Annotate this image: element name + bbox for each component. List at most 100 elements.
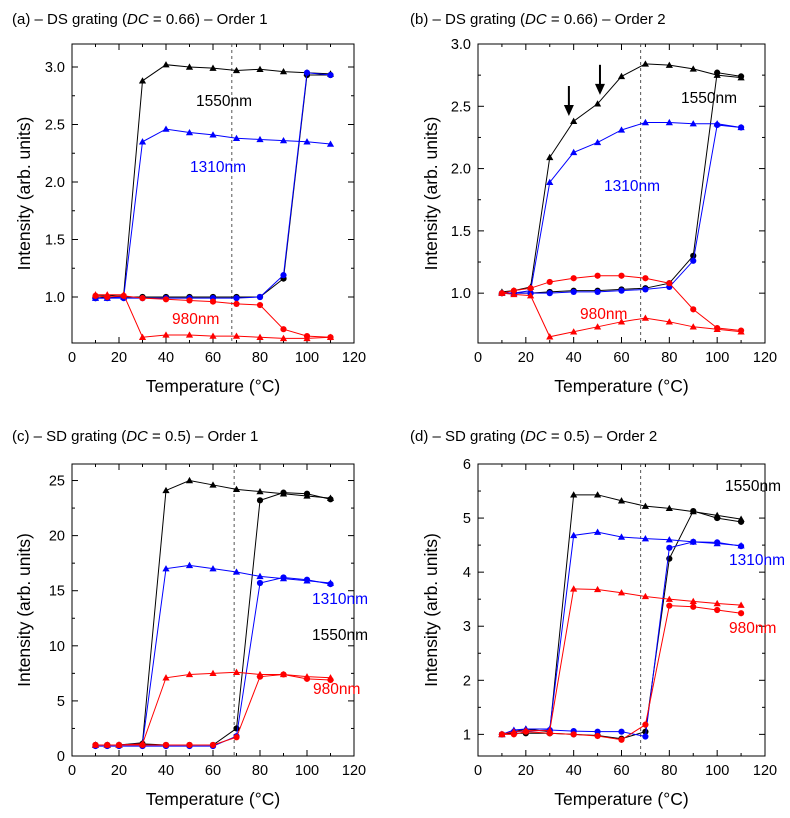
circle-marker [618,736,625,743]
circle-marker [594,732,601,740]
y-axis-label: Intensity (arb. units) [421,117,441,271]
triangle-marker [256,572,264,580]
triangle-marker [546,153,554,161]
y-tick-label: 3.0 [451,37,471,53]
circle-marker [233,295,240,302]
triangle-marker [593,138,602,146]
circle-marker [642,286,649,293]
y-tick-label: 25 [49,474,65,490]
y-tick-label: 2.0 [45,175,65,191]
triangle-marker [689,323,697,330]
x-tick-label: 0 [68,350,76,366]
circle-marker [280,671,287,678]
triangle-marker [641,502,650,509]
triangle-marker [570,585,578,592]
plot-frame [477,463,766,757]
circle-marker [522,728,529,735]
x-tick-label: 40 [158,350,174,366]
triangle-marker [665,504,673,512]
panel-title: (b) – DS grating (DC = 0.66) – Order 2 [410,11,666,28]
circle-marker [256,497,264,504]
circle-marker [104,741,111,749]
circle-marker [256,579,264,587]
series-line [501,494,742,735]
arrow-annotation [563,85,574,116]
triangle-marker [527,292,535,299]
triangle-marker [641,118,650,126]
triangle-marker [617,72,626,80]
triangle-marker [737,601,745,608]
series-line [95,564,331,746]
circle-marker [642,275,649,282]
y-tick-label: 3 [463,619,471,635]
chart-panel-c: (c) – SD grating (DC = 0.5) – Order 1 0 20… [12,428,368,809]
triangle-marker [570,148,578,156]
triangle-marker [209,131,217,138]
x-tick-label: 60 [205,763,221,779]
circle-marker [498,731,506,738]
series-line [501,588,742,735]
x-tick-label: 60 [613,350,629,366]
triangle-marker [185,128,194,136]
series-line [501,292,742,338]
circle-marker [714,514,721,522]
x-tick-label: 20 [111,763,127,779]
panel-title-suffix: = 0.66) – Order 2 [547,11,666,28]
circle-marker [570,731,577,738]
wavelength-label-1310nm: 1310nm [190,159,246,176]
x-tick-label: 0 [68,763,76,779]
panel-title-prefix: (a) – DS grating ( [12,11,127,28]
triangle-marker [617,533,626,540]
series-line [95,671,331,746]
series-line [95,576,331,747]
x-tick-label: 60 [205,350,221,366]
wavelength-label-1550nm: 1550nm [681,90,737,107]
x-axis-label: Temperature (°C) [146,376,280,396]
panel-title-prefix: (b) – DS grating ( [410,11,525,28]
circle-marker [139,741,146,749]
circle-marker [618,287,625,294]
series-980nm [498,585,745,738]
circle-marker [642,721,649,728]
triangle-marker [570,531,578,539]
triangle-marker [303,138,311,145]
x-tick-label: 120 [342,350,366,366]
circle-marker [327,581,334,588]
circle-marker [162,296,170,303]
y-axis-label: Intensity (arb. units) [421,533,441,687]
arrow-head [563,104,574,116]
triangle-marker [185,670,194,678]
x-axis-label: Temperature (°C) [554,789,688,809]
x-tick-label: 120 [753,763,777,779]
triangle-marker [689,120,697,127]
circle-marker [139,295,146,302]
panel-title: (a) – DS grating (DC = 0.66) – Order 1 [12,11,268,28]
circle-marker [303,333,311,340]
circle-marker [642,733,649,740]
triangle-marker [689,597,697,605]
circle-marker [642,728,649,735]
triangle-marker [641,314,650,321]
triangle-marker [162,565,170,572]
x-tick-label: 100 [295,350,319,366]
triangle-marker [665,318,673,325]
circle-marker [546,730,553,737]
triangle-marker [570,117,578,124]
triangle-marker [256,65,264,72]
triangle-marker [326,140,335,147]
circle-marker [594,272,601,279]
x-tick-label: 100 [705,763,729,779]
circle-marker [303,675,311,682]
circle-marker [690,603,697,610]
triangle-marker [185,476,194,484]
circle-marker [256,293,264,301]
x-tick-label: 0 [474,350,482,366]
x-tick-label: 100 [705,350,729,366]
circle-marker [737,124,745,131]
circle-marker [303,490,311,497]
panel-title-suffix: = 0.5) – Order 1 [148,428,258,445]
y-axis-label: Intensity (arb. units) [14,533,34,687]
series-line [501,605,742,741]
triangle-marker [641,592,650,600]
x-tick-label: 0 [474,763,482,779]
